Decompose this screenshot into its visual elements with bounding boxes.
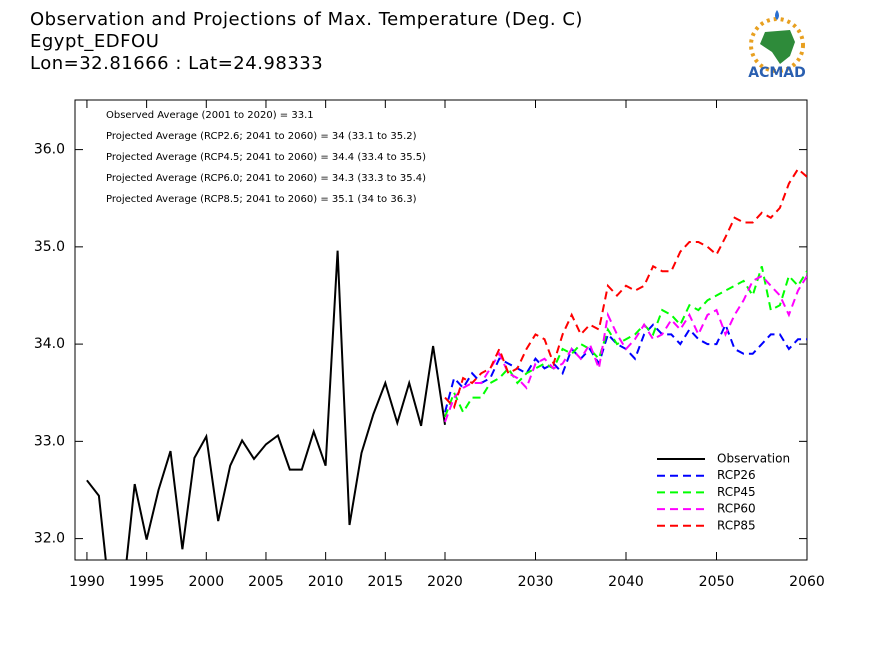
x-tick-label: 2040 [608,574,644,590]
y-tick-label: 32.0 [34,531,65,547]
x-tick-label: 2010 [308,574,344,590]
y-tick-label: 36.0 [34,142,65,158]
y-tick-label: 33.0 [34,433,65,449]
x-tick-label: 2050 [699,574,735,590]
legend-label: RCP45 [717,485,756,499]
chart-title: Egypt_EDFOU [30,31,159,52]
series-line [444,167,807,410]
annotation: Projected Average (RCP4.5; 2041 to 2060)… [106,152,426,163]
y-tick-label: 35.0 [34,239,65,255]
annotation: Projected Average (RCP6.0; 2041 to 2060)… [106,173,426,184]
annotation: Observed Average (2001 to 2020) = 33.1 [106,110,314,121]
series-line [444,274,807,423]
logo-text: ACMAD [748,65,806,81]
plot-frame [74,99,808,561]
x-tick-label: 2000 [188,574,224,590]
legend-label: Observation [717,452,790,466]
legend-label: RCP85 [717,518,756,532]
series-line [86,250,446,560]
annotation: Projected Average (RCP8.5; 2041 to 2060)… [106,194,417,205]
x-tick-label: 2060 [789,574,825,590]
legend-label: RCP26 [717,468,756,482]
x-tick-label: 2005 [248,574,284,590]
chart-title: Observation and Projections of Max. Temp… [30,9,583,30]
x-tick-label: 2020 [427,574,463,590]
y-tick-label: 34.0 [34,336,65,352]
legend-label: RCP60 [717,502,756,516]
x-tick-label: 1990 [69,574,105,590]
series-line [444,266,807,418]
chart-title: Lon=32.81666 : Lat=24.98333 [30,53,323,74]
annotation: Projected Average (RCP2.6; 2041 to 2060)… [106,131,417,142]
logo: ACMAD [748,10,806,81]
x-tick-label: 1995 [129,574,165,590]
series-line [444,322,807,413]
x-tick-label: 2030 [518,574,554,590]
plot-lines [86,167,807,560]
x-tick-label: 2015 [368,574,404,590]
